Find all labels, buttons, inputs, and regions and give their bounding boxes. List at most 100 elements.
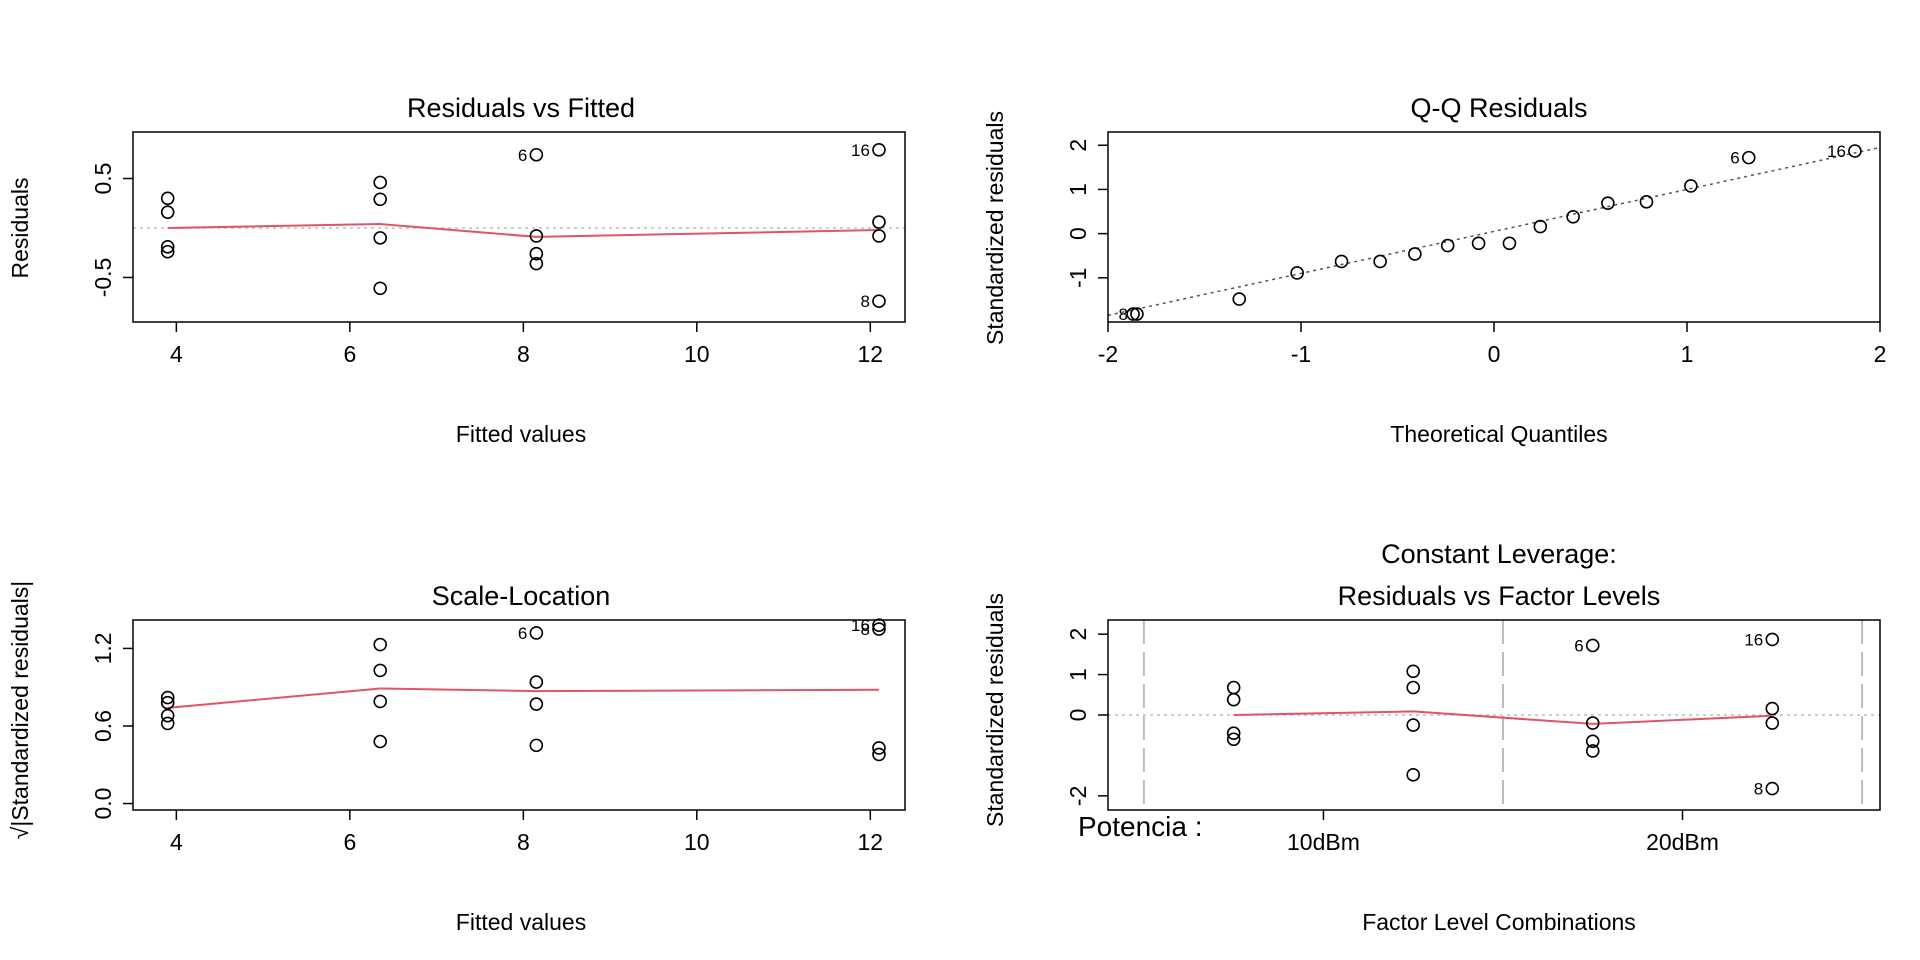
qq-reference-line (1107, 146, 1881, 317)
rvf-x-tick-label: 4 (170, 341, 183, 367)
sl-xlabel: Fitted values (456, 909, 586, 935)
sl-point (872, 741, 886, 755)
qq-point-label: 6 (1730, 149, 1739, 168)
qq-point (1502, 236, 1517, 251)
lev-point (1765, 716, 1780, 730)
rvf-point (373, 231, 388, 245)
lev-point-label: 16 (1744, 630, 1763, 649)
sl-point (529, 675, 544, 689)
qq-plot-frame (1107, 131, 1881, 323)
rvf-point (529, 229, 544, 243)
rvf-points: 6 16 8 (160, 141, 886, 311)
sl-title: Scale-Location (432, 581, 611, 611)
lev-xlabel: Factor Level Combinations (1362, 909, 1636, 935)
sl-point-label: 8 (861, 620, 870, 639)
rvf-point (872, 215, 886, 229)
lev-point (1765, 701, 1780, 716)
qq-point (1126, 307, 1140, 321)
sl-point (373, 637, 388, 652)
lev-ylabel: Standardized residuals (982, 593, 1008, 827)
rvf-smoother-line (167, 222, 880, 238)
qq-point-label: 16 (1827, 142, 1846, 161)
sl-point-label: 16 (851, 616, 870, 635)
qq-x-tick-label: 0 (1488, 341, 1501, 367)
rvf-title: Residuals vs Fitted (407, 93, 635, 123)
sl-point (160, 695, 175, 710)
lev-axes: 10dBm 20dBm -2 0 1 2 (1065, 619, 1881, 855)
lev-factor-name: Potencia : (1078, 811, 1203, 842)
qq-y-tick-label: 0 (1065, 227, 1091, 240)
sl-y-tick-label: 0.0 (90, 788, 116, 820)
sl-y-tick-label: 1.2 (90, 632, 116, 664)
lev-y-tick-label: -2 (1065, 786, 1091, 806)
sl-point (160, 716, 175, 731)
qq-point (1373, 254, 1387, 269)
rvf-point (872, 229, 886, 243)
lev-point (1765, 632, 1780, 647)
sl-ylabel: √|Standardized residuals| (7, 581, 33, 840)
sl-point (872, 747, 886, 762)
qq-point (1533, 219, 1548, 234)
lev-points: 6 16 8 (1226, 630, 1780, 799)
qq-point (1741, 150, 1756, 165)
lev-lines (1108, 620, 1880, 810)
sl-points: 6 168 (160, 616, 886, 762)
sl-point-label: 6 (518, 624, 527, 643)
panel-constant-leverage: Constant Leverage: Residuals vs Factor L… (982, 539, 1881, 935)
sl-point (529, 697, 544, 711)
qq-point (1334, 254, 1349, 269)
rvf-y-tick-label: 0.5 (90, 163, 116, 195)
rvf-xlabel: Fitted values (456, 421, 586, 447)
rvf-point (373, 175, 388, 190)
lev-point (1226, 692, 1241, 707)
qq-xlabel: Theoretical Quantiles (1390, 421, 1607, 447)
rvf-point (160, 244, 175, 259)
qq-point (1290, 266, 1304, 280)
qq-title: Q-Q Residuals (1410, 93, 1587, 123)
sl-point (872, 618, 886, 632)
qq-point (1848, 144, 1862, 158)
lev-point (1585, 638, 1600, 653)
lev-point (1406, 718, 1421, 732)
lev-point-label: 8 (1754, 780, 1763, 799)
rvf-y-tick-label: -0.5 (90, 258, 116, 298)
rvf-point-label: 8 (861, 292, 870, 311)
sl-point (529, 738, 544, 753)
qq-point (1130, 307, 1144, 321)
lev-point (1226, 726, 1241, 740)
lev-point-label: 6 (1574, 636, 1583, 655)
panel-residuals-vs-fitted: Residuals vs Fitted Fitted values Residu… (7, 93, 906, 447)
sl-x-tick-label: 4 (170, 829, 183, 855)
qq-point (1566, 210, 1580, 224)
sl-smoother-line (167, 687, 880, 709)
lev-y-tick-label: 1 (1065, 668, 1091, 681)
sl-x-tick-label: 12 (858, 829, 884, 855)
sl-point (529, 626, 544, 640)
rvf-axes: 4 6 8 10 12 -0.5 0.5 (90, 131, 906, 367)
qq-ylabel: Standardized residuals (982, 111, 1008, 345)
lev-x-tick-label: 10dBm (1287, 829, 1360, 855)
sl-point (160, 690, 175, 705)
rvf-point (529, 246, 544, 261)
rvf-point (872, 294, 886, 309)
qq-axes: -2 -1 0 1 2 -1 0 1 2 (1065, 131, 1887, 367)
sl-point (160, 708, 175, 723)
sl-point (373, 694, 388, 709)
rvf-point-label: 16 (851, 141, 870, 160)
rvf-point (373, 281, 388, 296)
qq-y-tick-label: 2 (1065, 139, 1091, 152)
rvf-ylabel: Residuals (7, 178, 33, 279)
qq-x-tick-label: -2 (1098, 341, 1118, 367)
panel-scale-location: Scale-Location Fitted values √|Standardi… (7, 581, 906, 935)
lev-x-tick-label: 20dBm (1646, 829, 1719, 855)
rvf-point (160, 239, 175, 254)
qq-x-tick-label: 2 (1874, 341, 1887, 367)
lev-point (1585, 744, 1600, 758)
lev-point (1765, 781, 1780, 796)
sl-plot-frame (132, 619, 906, 811)
qq-point (1408, 247, 1422, 261)
rvf-x-tick-label: 6 (343, 341, 356, 367)
sl-y-tick-label: 0.6 (90, 710, 116, 742)
lev-point (1226, 680, 1241, 695)
